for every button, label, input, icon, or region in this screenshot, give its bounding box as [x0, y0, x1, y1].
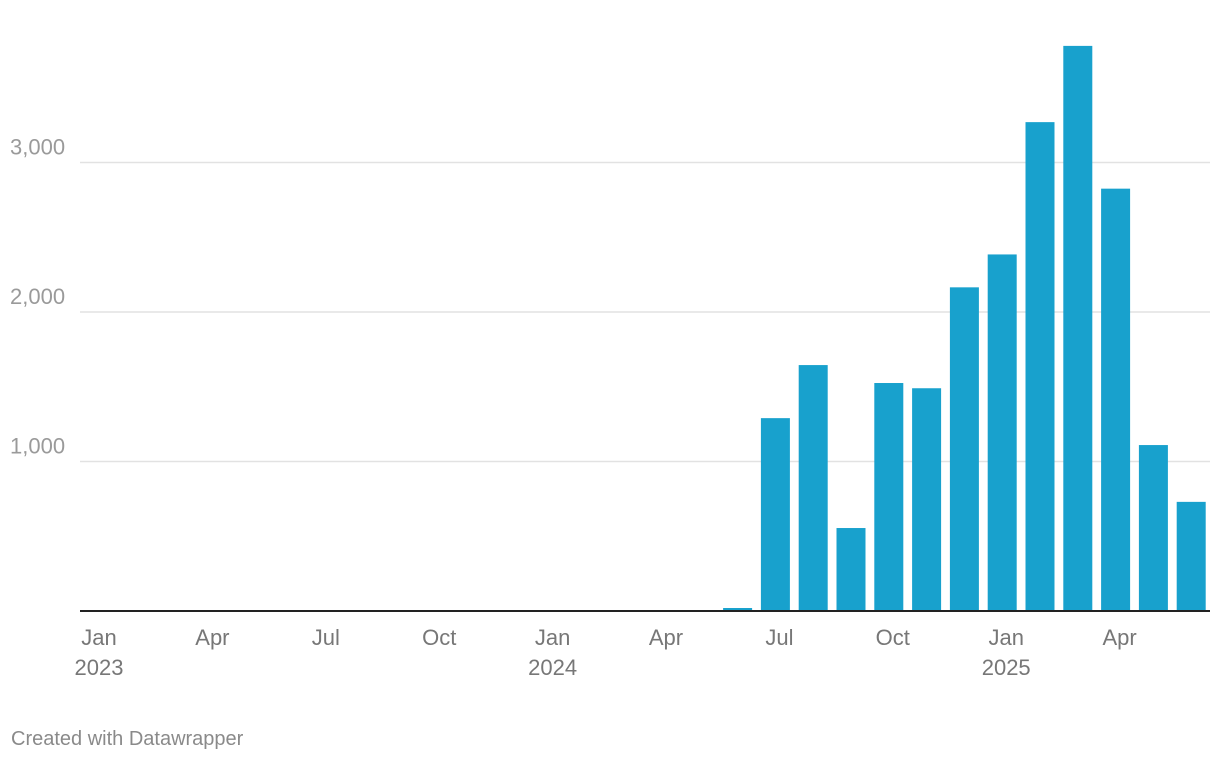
y-axis-ticks: 1,000 2,000 3,000: [10, 135, 65, 459]
bar-2025-01: [987, 254, 1017, 611]
bar-2024-10: [874, 383, 904, 611]
x-tick-label: Apr: [649, 625, 683, 650]
bar-2024-08: [798, 365, 828, 611]
bar-2025-02: [1025, 122, 1055, 611]
x-axis-ticks: Jan 2023 Apr Jul Oct Jan 2024 Apr Jul Oct Jan 2025 A…: [75, 625, 1137, 680]
bar-2025-06: [1176, 501, 1206, 611]
y-tick-label: 1,000: [10, 434, 65, 459]
x-tick-label: Jan: [988, 625, 1023, 650]
bar-2025-05: [1138, 445, 1168, 611]
bar-2024-09: [836, 528, 866, 611]
bar-2024-06: [723, 608, 753, 611]
y-tick-label: 2,000: [10, 284, 65, 309]
x-tick-label: Apr: [1102, 625, 1136, 650]
gridlines: [80, 161, 1210, 463]
x-tick-label: Oct: [422, 625, 456, 650]
x-tick-label: Jan: [535, 625, 570, 650]
bar-chart: 1,000 2,000 3,000 Jan 2023 Apr Jul Oct Jan 2024 A…: [10, 45, 1210, 680]
x-tick-label: Apr: [195, 625, 229, 650]
bar-2025-04: [1101, 188, 1131, 611]
bar-2024-11: [912, 388, 942, 611]
x-tick-label: Jan: [81, 625, 116, 650]
footer-credit: Created with Datawrapper: [11, 728, 244, 750]
x-tick-label: Jul: [312, 625, 340, 650]
x-tick-label: Jul: [765, 625, 793, 650]
x-tick-year-label: 2023: [75, 655, 124, 680]
y-tick-label: 3,000: [10, 135, 65, 160]
bar-2024-12: [949, 287, 979, 611]
bar-2024-07: [760, 418, 790, 611]
bar-2025-03: [1063, 45, 1093, 611]
x-tick-label: Oct: [876, 625, 910, 650]
bars: [723, 45, 1206, 611]
x-tick-year-label: 2024: [528, 655, 577, 680]
x-tick-year-label: 2025: [982, 655, 1031, 680]
